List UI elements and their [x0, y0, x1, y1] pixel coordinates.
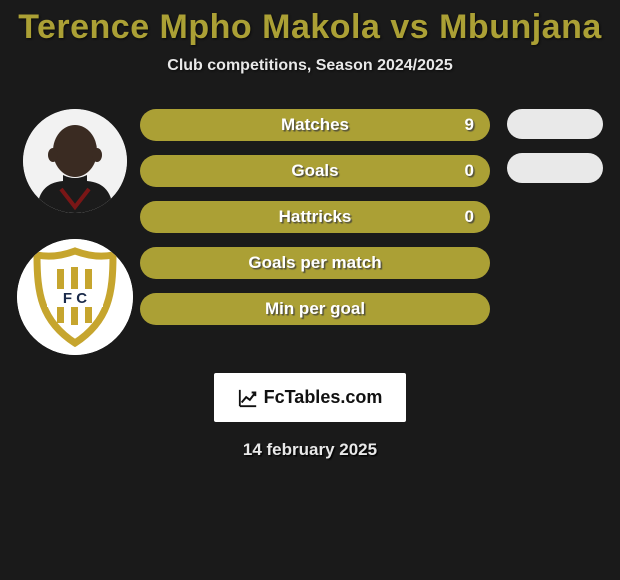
player-silhouette-icon: [23, 109, 127, 213]
stat-label: Min per goal: [140, 299, 490, 319]
date-text: 14 february 2025: [243, 440, 377, 460]
footer: FcTables.com 14 february 2025: [10, 373, 610, 460]
main-area: F C Matches 9 Goals 0 Hattricks 0 Goals …: [10, 105, 610, 355]
stat-bar-matches: Matches 9: [140, 109, 490, 141]
comparison-card: Terence Mpho Makola vs Mbunjana Club com…: [0, 0, 620, 468]
stat-label: Hattricks: [140, 207, 490, 227]
stat-value: 0: [465, 207, 474, 227]
page-subtitle: Club competitions, Season 2024/2025: [10, 57, 610, 75]
stat-bar-goals: Goals 0: [140, 155, 490, 187]
stat-bars: Matches 9 Goals 0 Hattricks 0 Goals per …: [140, 105, 490, 325]
svg-text:F C: F C: [63, 290, 87, 307]
stat-label: Matches: [140, 115, 490, 135]
player-avatar: [23, 109, 127, 213]
stat-bar-min-per-goal: Min per goal: [140, 293, 490, 325]
stat-bar-goals-per-match: Goals per match: [140, 247, 490, 279]
stat-bar-hattricks: Hattricks 0: [140, 201, 490, 233]
left-column: F C: [10, 105, 140, 355]
right-column: [490, 105, 610, 183]
opponent-pill-goals: [507, 153, 603, 183]
stat-value: 9: [465, 115, 474, 135]
stat-value: 0: [465, 161, 474, 181]
club-crest-icon: F C: [17, 239, 133, 355]
stat-label: Goals: [140, 161, 490, 181]
page-title: Terence Mpho Makola vs Mbunjana: [10, 8, 610, 47]
chart-up-icon: [238, 388, 258, 408]
brand-badge[interactable]: FcTables.com: [214, 373, 407, 422]
brand-text: FcTables.com: [264, 387, 383, 408]
stat-label: Goals per match: [140, 253, 490, 273]
club-logo: F C: [17, 239, 133, 355]
opponent-pill-matches: [507, 109, 603, 139]
